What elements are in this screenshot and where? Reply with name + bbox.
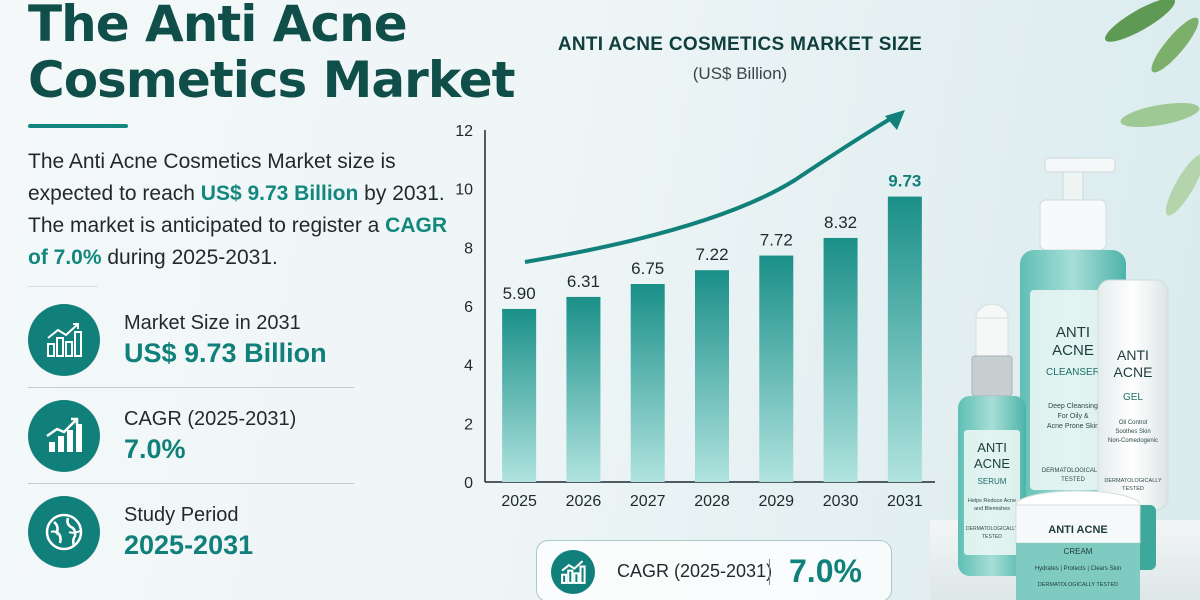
x-tick-label-2026: 2026 bbox=[566, 493, 602, 510]
y-tick-label: 4 bbox=[464, 358, 473, 375]
x-tick-label-2029: 2029 bbox=[758, 493, 794, 510]
divider bbox=[28, 387, 354, 388]
cagr-box-value: 7.0% bbox=[789, 553, 862, 589]
cleanser-tag-2: TESTED bbox=[1061, 477, 1085, 483]
gel-desc-3: Non-Comedogenic bbox=[1108, 438, 1158, 444]
data-label-2027: 6.75 bbox=[631, 259, 664, 278]
y-tick-label: 2 bbox=[464, 416, 473, 433]
growth-arrow-head bbox=[885, 110, 905, 130]
x-tick-label-2031: 2031 bbox=[887, 493, 923, 510]
y-tick-label: 8 bbox=[464, 240, 473, 257]
gel-desc-1: Oil Control bbox=[1119, 420, 1147, 426]
cleanser-type: CLEANSER bbox=[1046, 367, 1100, 378]
title-underline bbox=[28, 124, 128, 128]
intro-paragraph: The Anti Acne Cosmetics Market size is e… bbox=[28, 146, 458, 274]
gel-type: GEL bbox=[1123, 392, 1143, 403]
cleanser-tag-1: DERMATOLOGICALLY bbox=[1042, 468, 1104, 474]
rising-bars-icon bbox=[28, 400, 100, 472]
divider bbox=[28, 483, 354, 484]
stat-value: 2025-2031 bbox=[124, 530, 254, 560]
stat-label: CAGR (2025-2031) bbox=[124, 408, 297, 430]
title-line-1: The Anti Acne bbox=[28, 0, 408, 53]
serum-bottle: ANTI ACNE SERUM Helps Reduce Acne and Bl… bbox=[958, 303, 1026, 576]
gel-tag-2: TESTED bbox=[1122, 486, 1144, 492]
y-tick-label: 10 bbox=[455, 182, 473, 199]
stat-label: Study Period bbox=[124, 504, 239, 526]
serum-tag-1: DERMATOLOGICALLY bbox=[966, 526, 1019, 532]
bar-2025 bbox=[502, 308, 537, 482]
chart-subtitle: (US$ Billion) bbox=[692, 64, 788, 83]
cleanser-desc-2: For Oily & bbox=[1057, 413, 1088, 420]
product-illustration: ANTI ACNE CLEANSER Deep Cleansing For Oi… bbox=[930, 0, 1200, 600]
leaf-decoration bbox=[1105, 0, 1200, 216]
gel-brand-line-1: ANTI bbox=[1117, 347, 1149, 363]
chart-title: ANTI ACNE COSMETICS MARKET SIZE bbox=[557, 34, 923, 55]
divider bbox=[28, 286, 98, 287]
globe-icon bbox=[28, 496, 100, 568]
gel-tag-1: DERMATOLOGICALLY bbox=[1104, 478, 1161, 484]
stat-study-period: Study Period 2025-2031 bbox=[28, 496, 358, 572]
serum-brand-line-2: ACNE bbox=[974, 456, 1010, 471]
x-tick-label-2027: 2027 bbox=[630, 493, 666, 510]
cagr-summary-box: CAGR (2025-2031) 7.0% bbox=[536, 540, 892, 600]
serum-type: SERUM bbox=[978, 477, 1007, 486]
intro-text-3: during 2025-2031. bbox=[101, 246, 278, 269]
data-label-2026: 6.31 bbox=[567, 272, 600, 291]
data-label-2028: 7.22 bbox=[695, 245, 728, 264]
bar-2027 bbox=[630, 284, 665, 482]
y-tick-label: 12 bbox=[455, 123, 473, 140]
bar-2026 bbox=[566, 296, 601, 482]
cleanser-desc-3: Acne Prone Skin bbox=[1047, 423, 1099, 430]
cream-desc: Hydrates | Protects | Clears Skin bbox=[1035, 566, 1121, 572]
x-tick-label-2030: 2030 bbox=[823, 493, 859, 510]
growth-arrow bbox=[524, 114, 897, 264]
serum-desc-1: Helps Reduce Acne bbox=[968, 498, 1016, 504]
serum-tag-2: TESTED bbox=[982, 534, 1002, 540]
data-label-2025: 5.90 bbox=[503, 284, 536, 303]
bar-2031 bbox=[887, 196, 922, 482]
cagr-box-separator bbox=[769, 559, 770, 585]
intro-text-1: The Anti Acne Cosmetics Market size is e… bbox=[28, 150, 396, 205]
stat-value: 7.0% bbox=[124, 434, 186, 464]
cream-jar: ANTI ACNE CREAM Hydrates | Protects | Cl… bbox=[1015, 490, 1141, 600]
cream-type: CREAM bbox=[1064, 547, 1093, 556]
cleanser-brand-line-1: ANTI bbox=[1056, 324, 1090, 341]
cleanser-brand-line-2: ACNE bbox=[1052, 342, 1094, 359]
stat-label: Market Size in 2031 bbox=[124, 312, 301, 334]
bar-2029 bbox=[759, 255, 794, 482]
bar-2028 bbox=[695, 270, 729, 482]
cream-brand: ANTI ACNE bbox=[1048, 524, 1107, 536]
bar-growth-icon bbox=[551, 550, 595, 594]
y-tick-label: 6 bbox=[464, 299, 473, 316]
title-line-2: Cosmetics Market bbox=[28, 51, 516, 109]
serum-brand-line-1: ANTI bbox=[977, 440, 1007, 455]
data-label-2030: 8.32 bbox=[824, 213, 857, 232]
stat-cagr: CAGR (2025-2031) 7.0% bbox=[28, 400, 358, 476]
gel-brand-line-2: ACNE bbox=[1114, 364, 1153, 380]
x-tick-label-2028: 2028 bbox=[694, 493, 730, 510]
bar-2030 bbox=[823, 237, 858, 482]
cleanser-desc-1: Deep Cleansing bbox=[1048, 403, 1098, 410]
y-tick-label: 0 bbox=[464, 475, 473, 492]
gel-desc-2: Soothes Skin bbox=[1115, 429, 1150, 435]
data-label-2031: 9.73 bbox=[888, 172, 921, 191]
cream-tag: DERMATOLOGICALLY TESTED bbox=[1038, 582, 1118, 588]
page-title: The Anti Acne Cosmetics Market bbox=[28, 0, 516, 109]
serum-desc-2: and Blemishes bbox=[974, 506, 1010, 512]
intro-highlight-market-size: US$ 9.73 Billion bbox=[200, 182, 359, 205]
stat-value: US$ 9.73 Billion bbox=[124, 338, 327, 368]
stat-market-size: Market Size in 2031 US$ 9.73 Billion bbox=[28, 304, 358, 380]
cagr-box-label: CAGR (2025-2031) bbox=[617, 561, 773, 581]
x-tick-label-2025: 2025 bbox=[501, 493, 537, 510]
intro-highlight-cagr: CAGR of 7.0% bbox=[28, 214, 448, 269]
gel-tube: ANTI ACNE GEL Oil Control Soothes Skin N… bbox=[1097, 279, 1169, 570]
intro-text-2: by 2031. The market is anticipated to re… bbox=[28, 182, 445, 237]
market-size-bar-chart: 0 2 4 6 8 10 12 5.90 2025 6.31 2026 6.75 2027 7.22 20… bbox=[455, 110, 935, 510]
data-label-2029: 7.72 bbox=[760, 231, 793, 250]
bar-growth-icon bbox=[28, 304, 100, 376]
